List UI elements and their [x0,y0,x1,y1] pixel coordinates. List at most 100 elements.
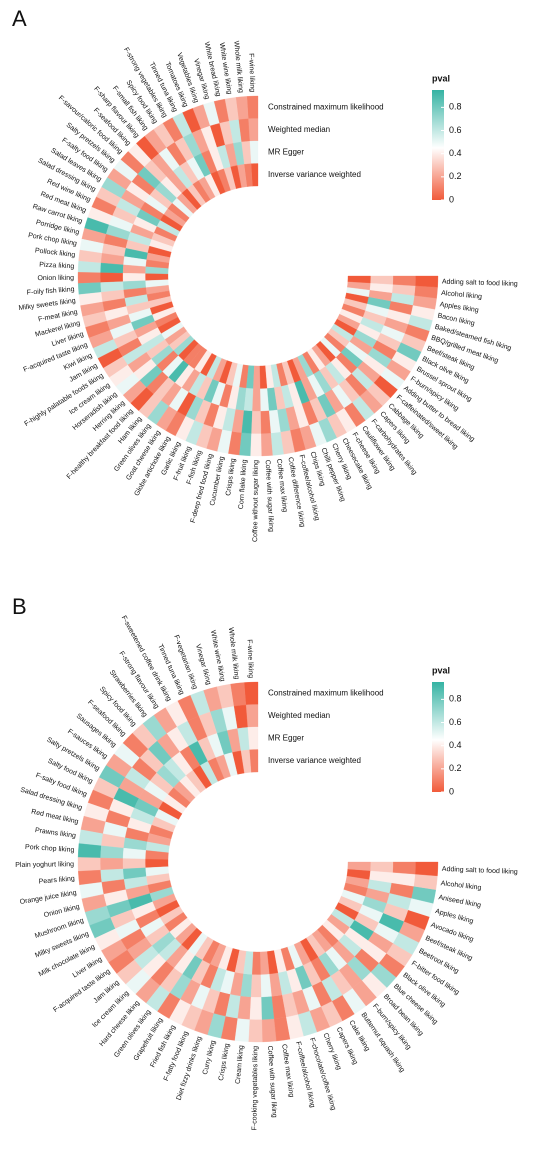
ring-label-bg [263,100,391,115]
heatmap-cell [248,1019,263,1043]
category-label: Whole milk liking [232,41,244,94]
heatmap-cell [77,260,102,273]
ring-label: Weighted median [268,711,330,720]
heatmap-cell [347,275,371,284]
heatmap-cell [145,858,169,868]
category-label: Pork chop liking [27,232,77,248]
category-label: Strawberries liking [108,669,149,719]
category-label: Curry liking [202,1040,217,1076]
category-label: Blue cheese liking [392,983,439,1026]
ring-label-bg [263,122,391,137]
heatmap-cell [77,272,101,284]
ring-label-bg [263,753,391,768]
colorbar-tick-label: 0.8 [449,694,462,704]
heatmap-cell [392,861,416,875]
heatmap-cell [250,974,262,998]
ring-label: MR Egger [268,733,304,742]
heatmap-cell [347,861,371,871]
colorbar-tick-label: 0.6 [449,125,462,135]
category-label: Crisps liking [225,458,237,496]
heatmap-cell [100,262,124,274]
category-label: F-oily fish liking [27,286,75,296]
category-label: F-wine liking [246,639,255,678]
category-label: Apples liking [439,301,479,314]
heatmap-cell [261,432,274,457]
heatmap-cell [415,275,439,288]
heatmap-cell [77,857,101,872]
ring-label: Constrained maximum likelihood [268,102,384,111]
category-label: Red meat liking [30,808,79,825]
category-label: Vinegar liking [194,643,212,685]
heatmap-cell [252,388,261,412]
heatmap-cell [370,275,394,285]
heatmap-cell [100,857,124,871]
category-label: Coffee max liking [280,1044,295,1098]
category-label: Crisps liking [218,1043,231,1081]
heatmap-cell [77,843,102,859]
category-label: Orange juice liking [19,890,77,907]
category-label: Green olives liking [113,1009,152,1059]
heatmap-cell [261,1018,277,1043]
heatmap-cell [245,704,259,728]
category-label: Alcohol liking [440,880,481,892]
heatmap-cell [253,365,261,389]
category-label: Corn flake liking [238,459,249,509]
category-label: Plain yoghurt liking [15,861,74,869]
ring-label: Weighted median [268,125,330,134]
ring-label-bg [263,167,391,182]
category-label: Onion liking [37,275,74,282]
colorbar-title: pval [432,73,450,83]
ring-label: Inverse variance weighted [268,170,361,179]
category-label: White wine liking [209,630,226,683]
category-label: Apples liking [434,908,474,925]
ring-label-bg [263,686,391,701]
category-label: Coffee with sugar liking [264,460,275,533]
colorbar-tick-label: 0 [449,194,454,204]
heatmap-cell [243,681,259,706]
ring-label-bg [263,708,391,723]
panel-label: B [12,594,27,619]
heatmap-cell [392,275,416,286]
category-label: Pollock liking [35,247,76,259]
heatmap-cell [249,996,263,1020]
ring-label: Inverse variance weighted [268,756,361,765]
category-label: Alcohol liking [441,290,482,301]
category-label: Aniseed liking [438,894,482,909]
heatmap-cell [414,861,439,877]
heatmap-cell [252,951,262,975]
category-label: Pears liking [38,875,75,885]
category-label: F-burn/spicy liking [371,1003,412,1051]
panel-label: A [12,6,27,31]
category-label: Adding salt to food liking [442,866,518,876]
heatmap-cell [122,858,146,870]
category-label: Pork chop liking [25,844,75,854]
heatmap-cell [100,845,124,859]
category-label: Onion liking [43,903,80,919]
category-label: Coffee without sugar liking [252,460,260,542]
category-label: Prawns liking [34,827,76,840]
heatmap-cell [370,861,394,873]
colorbar [432,90,444,200]
category-label: Coffee max liking [275,458,288,512]
ring-label: Constrained maximum likelihood [268,688,384,697]
heatmap-cell [122,273,146,282]
colorbar-tick-label: 0.2 [449,171,462,181]
category-label: Broad bean liking [382,993,424,1037]
heatmap-cell [250,433,262,457]
colorbar-tick-label: 0.4 [449,740,462,750]
category-label: Adding salt to food liking [442,279,518,288]
colorbar-title: pval [432,665,450,675]
heatmap-cell [145,273,169,281]
heatmap-cell [246,95,259,119]
colorbar-tick-label: 0.6 [449,717,462,727]
category-label: Cream liking [235,1045,245,1084]
category-label: Pizza liking [39,262,74,271]
category-label: Whole milk liking [227,627,240,680]
heatmap [77,681,439,1043]
colorbar-tick-label: 0 [449,786,454,796]
category-label: Coffee with sugar liking [266,1045,278,1118]
heatmap-cell [100,272,124,283]
ring-label-bg [263,145,391,160]
